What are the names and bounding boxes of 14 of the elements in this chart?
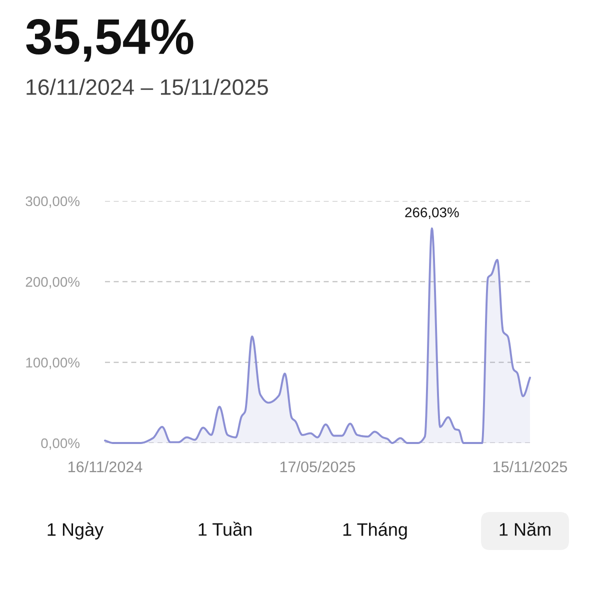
chart-subtitle: 16/11/2024 – 15/11/2025 <box>26 78 268 95</box>
annotation: 266,03% <box>405 207 459 219</box>
text: 1 Năm <box>500 522 550 536</box>
x-tick-label: 15/11/2025 <box>494 461 568 472</box>
x-tick-label: 17/05/2025 <box>280 461 356 472</box>
text: 1 Ngày <box>48 522 104 540</box>
y-tick-label: 100,00% <box>26 358 80 370</box>
y-tick-label: 0,00% <box>41 438 80 450</box>
y-tick-label: 200,00% <box>26 277 80 288</box>
chart-title: 35,54% <box>26 19 194 62</box>
text: 1 Tuần <box>198 522 252 536</box>
y-tick-label: 300,00% <box>26 196 80 208</box>
text: 1 Tháng <box>343 522 407 540</box>
x-tick-label: 16/11/2024 <box>68 461 142 472</box>
